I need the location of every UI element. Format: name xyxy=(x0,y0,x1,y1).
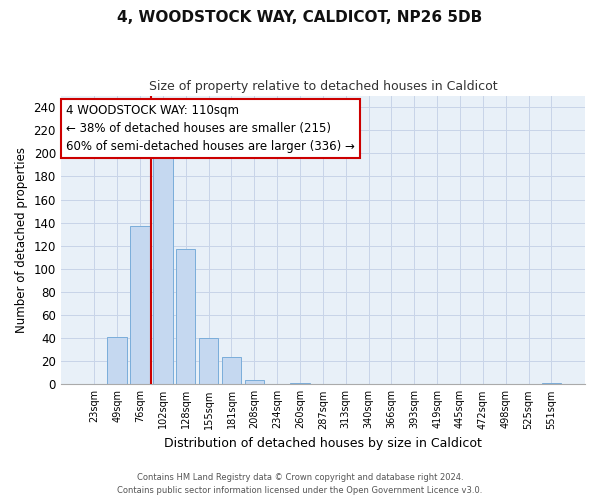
Bar xyxy=(107,337,127,384)
Text: 4 WOODSTOCK WAY: 110sqm
← 38% of detached houses are smaller (215)
60% of semi-d: 4 WOODSTOCK WAY: 110sqm ← 38% of detache… xyxy=(66,104,355,153)
Bar xyxy=(290,383,310,384)
X-axis label: Distribution of detached houses by size in Caldicot: Distribution of detached houses by size … xyxy=(164,437,482,450)
Text: Contains HM Land Registry data © Crown copyright and database right 2024.
Contai: Contains HM Land Registry data © Crown c… xyxy=(118,474,482,495)
Bar xyxy=(153,154,173,384)
Bar xyxy=(199,338,218,384)
Bar xyxy=(245,380,264,384)
Bar xyxy=(130,226,150,384)
Bar xyxy=(176,249,196,384)
Bar xyxy=(542,383,561,384)
Text: 4, WOODSTOCK WAY, CALDICOT, NP26 5DB: 4, WOODSTOCK WAY, CALDICOT, NP26 5DB xyxy=(118,10,482,25)
Y-axis label: Number of detached properties: Number of detached properties xyxy=(15,147,28,333)
Bar xyxy=(222,356,241,384)
Title: Size of property relative to detached houses in Caldicot: Size of property relative to detached ho… xyxy=(149,80,497,93)
